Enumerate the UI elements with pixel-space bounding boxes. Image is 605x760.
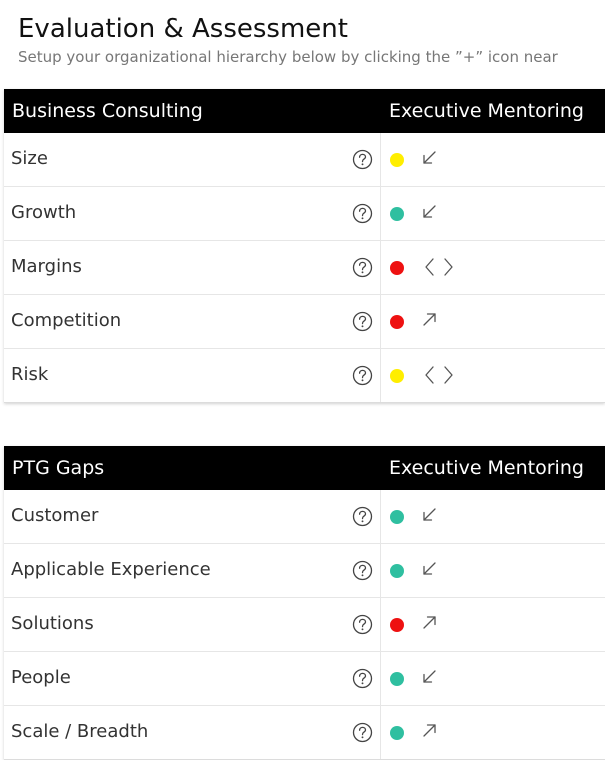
- help-icon[interactable]: [352, 203, 373, 224]
- row-label: Solutions: [11, 613, 94, 634]
- status-dot-yellow: [390, 369, 404, 383]
- help-icon[interactable]: [352, 311, 373, 332]
- table-row: Risk: [4, 349, 605, 403]
- row-label: Customer: [11, 505, 99, 526]
- help-icon[interactable]: [352, 506, 373, 527]
- column-divider: [380, 652, 381, 705]
- column-divider: [380, 706, 381, 759]
- row-label: Applicable Experience: [11, 559, 211, 580]
- column-divider: [380, 241, 381, 294]
- arrow-down-left-icon: [419, 559, 459, 581]
- column-divider: [380, 187, 381, 240]
- help-icon[interactable]: [352, 722, 373, 743]
- section-business-consulting: Business Consulting Executive Mentoring …: [4, 89, 605, 403]
- table-row: Customer: [4, 490, 605, 544]
- rows: Customer Applicable Experience Solutions Pe…: [4, 490, 605, 760]
- help-icon[interactable]: [352, 365, 373, 386]
- row-label: Growth: [11, 202, 77, 223]
- column-divider: [380, 295, 381, 348]
- table-row: Solutions: [4, 598, 605, 652]
- row-label: People: [11, 667, 71, 688]
- help-icon[interactable]: [352, 257, 373, 278]
- arrow-up-right-icon: [419, 613, 459, 635]
- table-row: Scale / Breadth: [4, 706, 605, 760]
- arrow-down-left-icon: [419, 202, 459, 224]
- column-header: Executive Mentoring: [389, 457, 584, 479]
- row-label: Size: [11, 148, 48, 169]
- arrow-down-left-icon: [419, 505, 459, 527]
- section-title: PTG Gaps: [12, 457, 105, 479]
- section-title: Business Consulting: [12, 100, 203, 122]
- status-dot-red: [390, 261, 404, 275]
- arrow-down-left-icon: [419, 148, 459, 170]
- chevrons-left-right-icon: [419, 256, 459, 278]
- column-divider: [380, 598, 381, 651]
- status-dot-teal: [390, 726, 404, 740]
- table-row: Applicable Experience: [4, 544, 605, 598]
- status-dot-red: [390, 618, 404, 632]
- status-dot-teal: [390, 510, 404, 524]
- page-subtitle: Setup your organizational hierarchy belo…: [18, 48, 558, 66]
- row-label: Scale / Breadth: [11, 721, 149, 742]
- column-divider: [380, 133, 381, 186]
- column-divider: [380, 490, 381, 543]
- table-row: People: [4, 652, 605, 706]
- arrow-down-left-icon: [419, 667, 459, 689]
- table-row: Margins: [4, 241, 605, 295]
- help-icon[interactable]: [352, 668, 373, 689]
- row-label: Risk: [11, 364, 49, 385]
- chevrons-left-right-icon: [419, 364, 459, 386]
- row-label: Competition: [11, 310, 122, 331]
- arrow-up-right-icon: [419, 721, 459, 743]
- row-label: Margins: [11, 256, 82, 277]
- page-title: Evaluation & Assessment: [18, 14, 348, 44]
- status-dot-red: [390, 315, 404, 329]
- status-dot-teal: [390, 207, 404, 221]
- column-divider: [380, 349, 381, 402]
- arrow-up-right-icon: [419, 310, 459, 332]
- table-row: Competition: [4, 295, 605, 349]
- table-row: Growth: [4, 187, 605, 241]
- column-header: Executive Mentoring: [389, 100, 584, 122]
- status-dot-teal: [390, 564, 404, 578]
- help-icon[interactable]: [352, 149, 373, 170]
- section-header: Business Consulting Executive Mentoring: [4, 89, 605, 133]
- rows: Size Growth Margins Competition Risk: [4, 133, 605, 403]
- table-row: Size: [4, 133, 605, 187]
- section-ptg-gaps: PTG Gaps Executive Mentoring Customer App…: [4, 446, 605, 760]
- page-header: Evaluation & Assessment Setup your organ…: [18, 12, 605, 66]
- section-header: PTG Gaps Executive Mentoring: [4, 446, 605, 490]
- status-dot-yellow: [390, 153, 404, 167]
- help-icon[interactable]: [352, 560, 373, 581]
- status-dot-teal: [390, 672, 404, 686]
- help-icon[interactable]: [352, 614, 373, 635]
- column-divider: [380, 544, 381, 597]
